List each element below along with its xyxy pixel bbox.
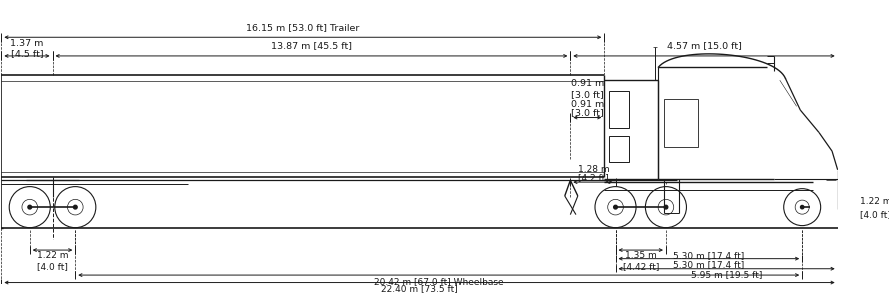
Text: 20.42 m [67.0 ft] Wheelbase: 20.42 m [67.0 ft] Wheelbase — [374, 277, 503, 286]
Text: 5.95 m [19.5 ft]: 5.95 m [19.5 ft] — [691, 271, 762, 280]
Text: 5.30 m [17.4 ft]: 5.30 m [17.4 ft] — [673, 251, 744, 260]
Text: 22.40 m [73.5 ft]: 22.40 m [73.5 ft] — [381, 284, 458, 293]
Circle shape — [800, 205, 804, 209]
Text: [4.42 ft]: [4.42 ft] — [622, 262, 659, 271]
Text: [4.2 ft]: [4.2 ft] — [578, 173, 609, 182]
Bar — [609, 91, 629, 128]
Text: 4.57 m [15.0 ft]: 4.57 m [15.0 ft] — [667, 41, 741, 50]
Circle shape — [613, 205, 617, 209]
Text: 1.22 m: 1.22 m — [860, 197, 889, 206]
Text: 1.28 m: 1.28 m — [578, 165, 610, 174]
Text: [4.5 ft]: [4.5 ft] — [11, 49, 44, 58]
Circle shape — [664, 205, 668, 209]
Text: [4.0 ft]: [4.0 ft] — [860, 210, 889, 219]
Text: 13.87 m [45.5 ft]: 13.87 m [45.5 ft] — [271, 41, 352, 50]
Text: [3.0 ft]: [3.0 ft] — [571, 109, 604, 118]
Circle shape — [74, 205, 77, 209]
Bar — [664, 99, 698, 147]
Text: 5.30 m [17.4 ft]: 5.30 m [17.4 ft] — [673, 260, 744, 270]
Text: 1.37 m: 1.37 m — [11, 39, 44, 48]
Text: 16.15 m [53.0 ft] Trailer: 16.15 m [53.0 ft] Trailer — [246, 23, 359, 32]
Text: 0.91 m: 0.91 m — [571, 100, 604, 109]
Bar — [609, 136, 629, 162]
Text: 1.22 m: 1.22 m — [36, 251, 68, 260]
Text: [4.0 ft]: [4.0 ft] — [37, 262, 68, 271]
Text: 1.35 m: 1.35 m — [625, 251, 657, 260]
Text: 0.91 m
[3.0 ft]: 0.91 m [3.0 ft] — [571, 80, 604, 99]
Circle shape — [28, 205, 32, 209]
